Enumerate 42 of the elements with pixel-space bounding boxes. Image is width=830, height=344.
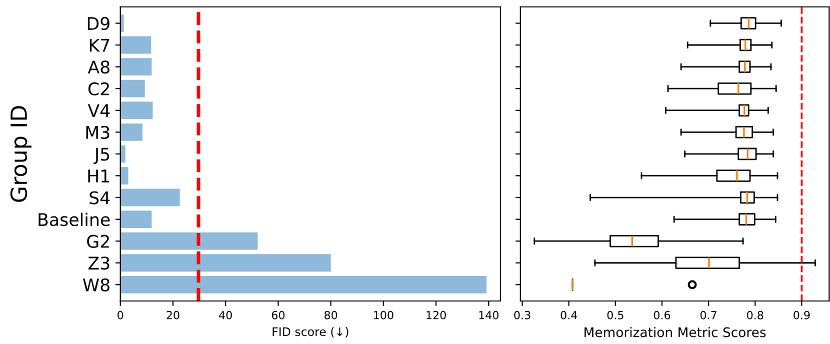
x-tick-label: 0: [118, 310, 124, 320]
bar: [120, 36, 152, 54]
x-tick-label: 0.7: [700, 310, 716, 320]
bar: [120, 123, 142, 141]
x-tick-label: 0.4: [560, 310, 578, 320]
bar: [120, 232, 258, 250]
bar: [120, 210, 152, 228]
bar: [120, 80, 145, 98]
x-tick-label: 0.8: [747, 310, 764, 320]
bar: [120, 145, 126, 163]
bar: [120, 276, 487, 294]
x-tick-label: 0.3: [514, 310, 530, 320]
y-tick-label: C2: [88, 82, 109, 96]
x-tick-label: 40: [219, 310, 232, 320]
x-tick-label: 20: [166, 310, 180, 320]
x-tick-label: 0.5: [607, 310, 624, 320]
x-tick-label: 60: [272, 310, 285, 320]
y-tick-label: S4: [90, 191, 110, 204]
y-tick-label: Baseline: [38, 212, 110, 226]
y-tick-label: G2: [87, 234, 109, 248]
y-tick-label: D9: [88, 16, 110, 30]
y-tick-label: J5: [94, 148, 110, 164]
y-tick-label: H1: [88, 170, 110, 182]
y-tick-label: V4: [88, 104, 110, 117]
x-tick-label: 100: [374, 310, 394, 320]
x-tick-label: 140: [479, 310, 499, 320]
bar: [120, 254, 331, 272]
x-tick-label: 80: [324, 310, 338, 320]
y-tick-label: A8: [88, 60, 110, 74]
x-tick-label: 0.6: [654, 310, 670, 320]
y-tick-label: Z3: [88, 256, 110, 270]
bar: [120, 58, 152, 76]
y-tick-label: K7: [90, 38, 110, 52]
y-axis-title: Group ID: [10, 106, 32, 202]
bar: [120, 102, 153, 120]
x-tick-label: 120: [426, 310, 446, 320]
y-tick-label: M3: [86, 126, 110, 139]
x-axis-title: FID score (↓): [272, 327, 348, 338]
x-axis-title: Memorization Metric Scores: [584, 327, 766, 338]
x-tick-label: 0.9: [794, 310, 810, 320]
bar: [120, 188, 180, 206]
y-tick-label: W8: [82, 278, 110, 292]
